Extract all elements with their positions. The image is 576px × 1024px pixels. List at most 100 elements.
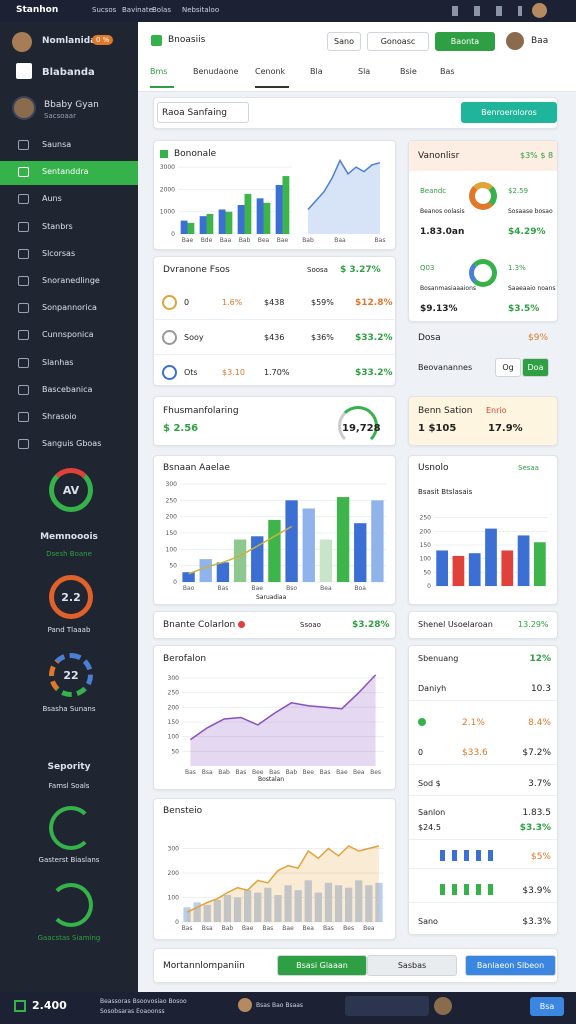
y-tick-label: 300 <box>168 846 180 853</box>
row-icon <box>162 365 177 380</box>
kpi-sub: Bosanmasiaaaions <box>420 285 477 292</box>
row-cell: 1.70% <box>264 368 290 377</box>
bar <box>468 553 481 586</box>
card <box>153 140 396 250</box>
bar <box>268 519 281 582</box>
y-tick-label: 300 <box>166 481 178 488</box>
nav-item[interactable]: Sentanddra <box>42 167 89 177</box>
kpi-tag: Enrio <box>486 406 507 415</box>
card-icon <box>160 150 168 158</box>
button[interactable]: Benroeroloros <box>461 102 557 123</box>
y-tick-label: 200 <box>420 528 432 535</box>
tab[interactable]: Benudaone <box>193 67 239 76</box>
bar <box>517 535 530 586</box>
kpi-sub: Saaeaaio noans <box>508 285 556 292</box>
nav-item[interactable]: Saunsa <box>42 140 72 149</box>
segment[interactable]: Bsasi Glaaan <box>277 955 367 976</box>
list-label: 0 <box>418 748 424 757</box>
bar <box>254 892 262 922</box>
widget-sub: Famsl Soals <box>48 782 90 790</box>
bar <box>365 885 373 922</box>
row-cell: Sooy <box>184 333 204 342</box>
card-value: $ 3.27% <box>340 265 381 275</box>
area-fill <box>187 846 379 922</box>
x-tick-label: Bea <box>258 237 270 244</box>
x-tick-label: Bae <box>182 237 194 244</box>
tab[interactable]: Bas <box>440 67 455 76</box>
bar <box>223 895 232 922</box>
nav-icon <box>18 276 29 286</box>
search-input[interactable]: Raoa Sanfaing <box>157 102 249 123</box>
widget-sub: Gasterst Biaslans <box>38 856 100 864</box>
button[interactable]: Baonta <box>435 32 495 51</box>
nav-item[interactable]: Sanguis Gboas <box>42 439 102 449</box>
x-tick-label: Bae <box>242 925 254 932</box>
x-tick-label: Boa <box>355 585 367 592</box>
user-avatar <box>12 32 32 52</box>
x-tick-label: Bsa <box>202 925 213 932</box>
nav-item[interactable]: Shrasoio <box>42 412 77 421</box>
user-name: Nomlanida <box>42 36 97 46</box>
footer-value: $9% <box>528 333 549 343</box>
filter[interactable]: Soosa <box>307 266 328 274</box>
nav-item[interactable]: Auns <box>42 194 62 204</box>
tab[interactable]: Bla <box>310 67 323 76</box>
x-tick-label: Bas <box>375 237 386 244</box>
tab[interactable]: Cenonk <box>255 67 286 76</box>
filter[interactable]: Ssoao <box>300 621 321 629</box>
card-title: Bensteio <box>163 806 203 816</box>
list-value: 8.4% <box>528 718 551 728</box>
bar <box>244 890 252 922</box>
y-tick-label: 100 <box>166 546 178 553</box>
button[interactable]: Banlaeon Slbeon <box>465 955 556 976</box>
x-tick-label: Bao <box>183 585 195 592</box>
kpi-value: $9.13% <box>420 304 458 314</box>
bar <box>206 213 214 234</box>
list-mid: 2.1% <box>462 718 485 728</box>
widget-sub: Bsasha Sunans <box>42 705 96 713</box>
button[interactable]: Og <box>495 358 521 377</box>
button[interactable]: Sano <box>327 32 361 51</box>
card <box>153 256 396 386</box>
segment[interactable]: Sasbas <box>367 955 457 976</box>
x-tick-label: Bab <box>222 925 234 932</box>
x-tick-label: Bas <box>320 769 331 776</box>
nav-icon <box>18 330 29 341</box>
y-tick-label: 150 <box>420 542 432 549</box>
bar <box>375 882 383 922</box>
status-value: 2.400 <box>32 999 67 1012</box>
card-title: Vanonlisr <box>418 151 460 161</box>
bar <box>233 539 247 582</box>
row-cell: Ots <box>184 368 198 377</box>
y-tick-label: 200 <box>166 514 178 521</box>
kpi-value: $4.29% <box>508 227 546 237</box>
nav-item[interactable]: Slanhas <box>42 357 74 367</box>
list-divider <box>409 764 557 765</box>
strip-value: $3.28% <box>352 620 390 630</box>
tab[interactable]: Sla <box>358 67 371 76</box>
tab[interactable]: Bms <box>150 67 168 76</box>
strip-value: 13.29% <box>518 620 549 629</box>
nav-item[interactable]: Slcorsas <box>42 248 76 258</box>
list-label: Sano <box>418 917 438 926</box>
button[interactable]: Doa <box>522 358 549 377</box>
tab[interactable]: Bsie <box>400 67 417 76</box>
button[interactable]: Gonoasc <box>367 32 429 51</box>
nav-item[interactable]: Stanbrs <box>42 221 73 231</box>
y-tick-label: 50 <box>169 563 177 570</box>
x-tick-label: Bea <box>353 769 365 776</box>
bar <box>275 184 283 234</box>
nav-item[interactable]: Snoranedlinge <box>42 276 100 285</box>
line <box>188 525 292 575</box>
nav-item[interactable]: Cunnsponica <box>42 330 94 340</box>
top-icons <box>452 6 522 16</box>
nav-item[interactable]: Bascebanica <box>42 384 93 394</box>
button[interactable]: Bsa <box>530 997 564 1016</box>
list-label: $24.5 <box>418 823 441 832</box>
nav-item[interactable]: Sonpannorica <box>42 303 97 313</box>
bar <box>282 176 290 234</box>
x-tick-label: Bes <box>370 769 381 776</box>
status-icon <box>14 1000 26 1012</box>
list-divider <box>409 795 557 796</box>
profile-role: Sacsoaar <box>44 112 76 120</box>
